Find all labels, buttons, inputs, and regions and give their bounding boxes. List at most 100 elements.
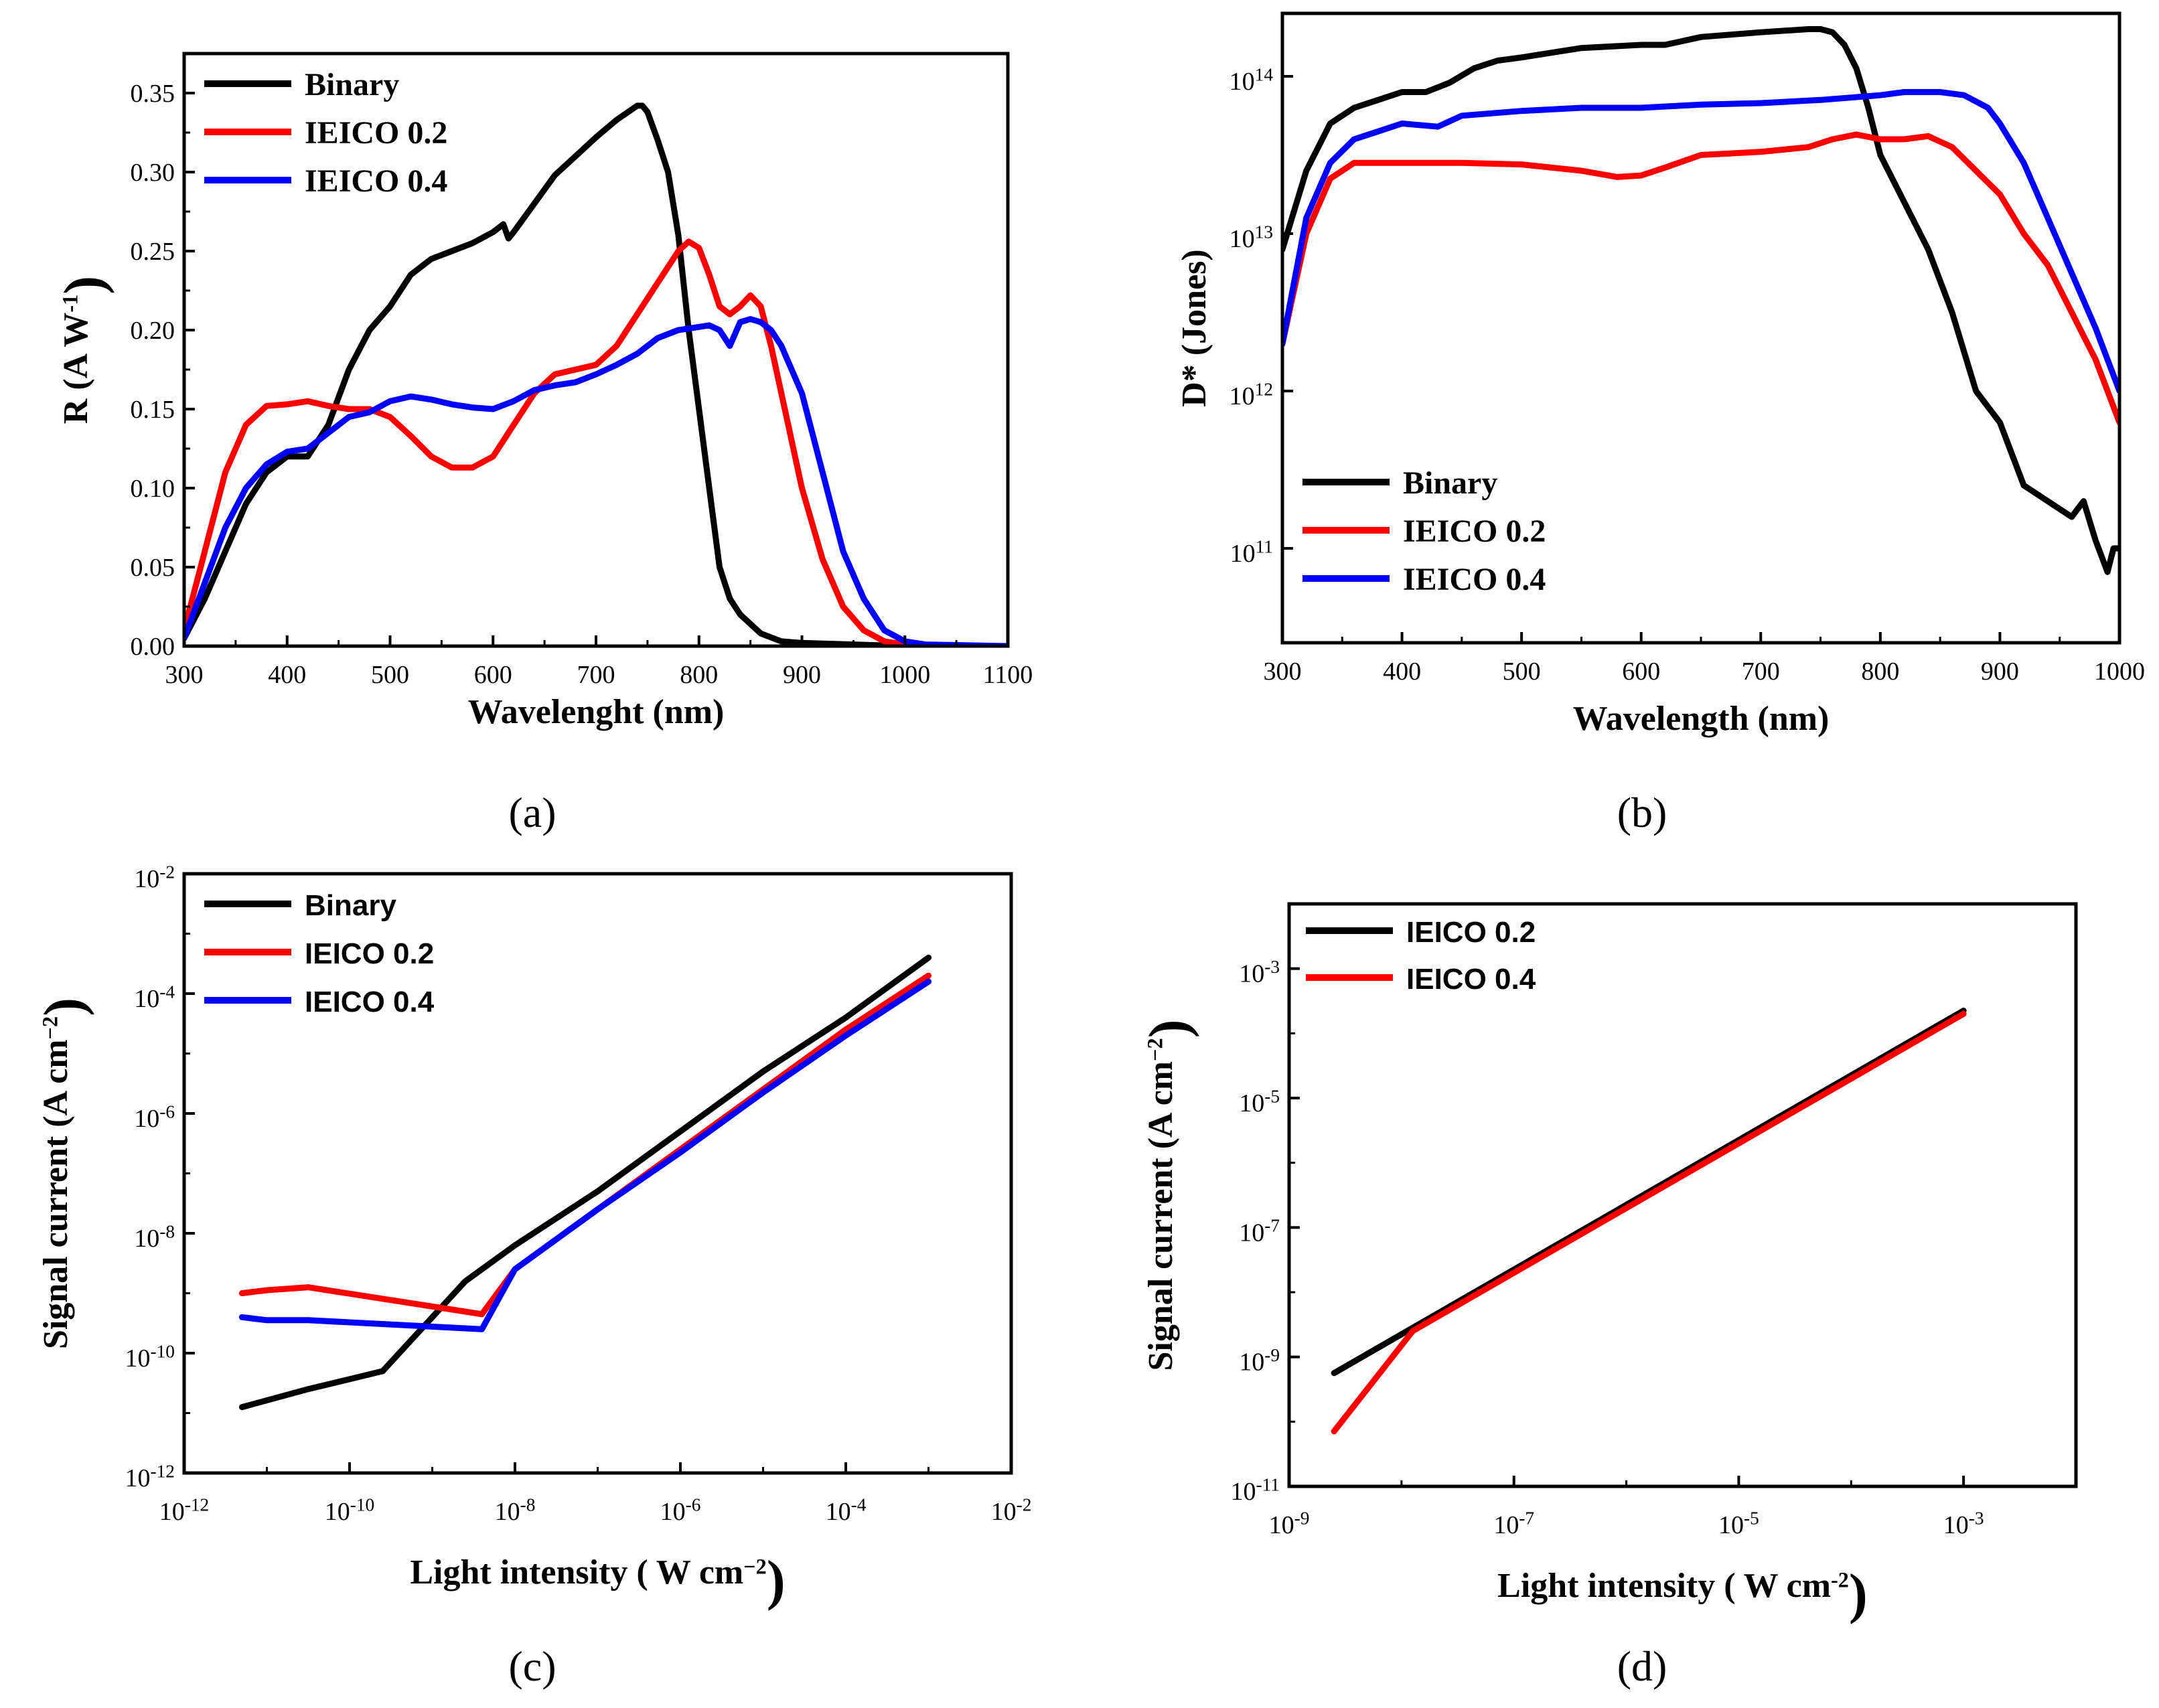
xtick-label-d-0-base: 10 <box>1269 1511 1294 1539</box>
panel-label-a: (a) <box>508 789 556 836</box>
ytick-label-c-2-base: 10 <box>134 1225 159 1253</box>
ytick-label-a-5: 0.25 <box>131 238 175 266</box>
ytick-label-d-4-base: 10 <box>1239 960 1264 988</box>
series-line-a-1 <box>184 238 1008 646</box>
ytick-label-a-3: 0.15 <box>131 396 175 424</box>
xtick-label-c-2: 10-8 <box>495 1494 536 1526</box>
series-line-a-0 <box>184 102 1008 646</box>
xlabel-base: Light intensity ( W cm <box>410 1553 743 1591</box>
ytick-label-b-2-base: 10 <box>1230 225 1255 253</box>
ylabel-c-sup: −2 <box>38 1016 62 1040</box>
xtick-label-c-3-exp: -6 <box>686 1494 701 1515</box>
xtick-label-b-6: 900 <box>1981 657 2019 686</box>
series-line-d-1 <box>1331 1010 1967 1435</box>
ytick-label-c-5: 10-2 <box>134 862 175 893</box>
ylabel-c-base: Signal current (A cm <box>37 1039 75 1349</box>
ytick-label-b-3-exp: 14 <box>1255 64 1274 84</box>
xtick-label-a-4: 700 <box>577 661 615 689</box>
ylabel-group-d: Signal current (A cm−2) <box>1138 1019 1200 1371</box>
xtick-label-c-3-base: 10 <box>660 1498 686 1526</box>
xtick-label-c-0-exp: -12 <box>185 1494 209 1515</box>
legend-label-c-2: IEICO 0.4 <box>305 986 435 1018</box>
ytick-label-d-2: 10-7 <box>1239 1216 1280 1247</box>
xtick-label-c-2-exp: -8 <box>520 1494 536 1515</box>
series-line-b-2 <box>1282 89 2119 394</box>
ytick-label-b-0-exp: 11 <box>1256 536 1273 556</box>
ytick-label-c-3-exp: -6 <box>159 1101 175 1121</box>
ytick-label-a-1: 0.05 <box>131 554 175 582</box>
legend-label-b-1: IEICO 0.2 <box>1403 514 1546 549</box>
xtick-label-d-2-exp: -5 <box>1744 1508 1759 1528</box>
ylabel-b: D* (Jones) <box>1175 249 1213 406</box>
ytick-label-d-2-base: 10 <box>1239 1219 1264 1247</box>
xlabel-tail: ) <box>767 1549 786 1612</box>
xlabel-a: Wavelenght (nm) <box>468 693 725 731</box>
xtick-label-a-8: 1100 <box>983 661 1033 689</box>
panel-a: 300 400 500 600 700 800 900 1000 1100 0.00 0.05 0.1… <box>53 52 1033 836</box>
panel-c: 10-12 10-10 10-8 10-6 10-4 10-210-1210-1010-8… <box>33 862 1031 1690</box>
ytick-label-d-0-exp: -11 <box>1256 1474 1280 1494</box>
xtick-label-b-2: 500 <box>1503 657 1541 686</box>
xtick-label-b-3: 600 <box>1622 657 1660 686</box>
ytick-label-c-3-base: 10 <box>134 1105 159 1133</box>
panel-b: 300 400 500 600 700 800 900 1000101110121013101… <box>1175 11 2145 836</box>
ytick-label-d-3-exp: -5 <box>1264 1086 1280 1106</box>
ytick-label-a-7: 0.35 <box>131 80 175 108</box>
ytick-label-d-3-base: 10 <box>1239 1089 1264 1117</box>
xtick-label-d-3: 10-3 <box>1943 1508 1984 1539</box>
legend-label-a-2: IEICO 0.4 <box>305 163 447 199</box>
ytick-label-d-2-exp: -7 <box>1264 1216 1280 1236</box>
ytick-label-c-4: 10-4 <box>134 982 175 1013</box>
ytick-label-c-5-exp: -2 <box>159 862 175 882</box>
xtick-label-a-5: 800 <box>680 661 718 689</box>
ytick-label-b-3-base: 10 <box>1230 68 1255 96</box>
xtick-label-b-1: 400 <box>1383 657 1421 686</box>
ytick-label-c-0: 10-12 <box>125 1461 175 1492</box>
ytick-label-c-0-exp: -12 <box>151 1461 175 1481</box>
ylabel-a-sup: -1 <box>58 295 82 313</box>
ytick-label-d-1-base: 10 <box>1239 1348 1264 1377</box>
ylabel-group-a: R (A W-1) <box>53 276 115 424</box>
xtick-label-b-7: 1000 <box>2094 657 2145 686</box>
ylabel-c: Signal current (A cm−2) <box>33 998 95 1349</box>
xtick-label-d-0: 10-9 <box>1269 1508 1310 1539</box>
ytick-label-a-2: 0.10 <box>131 475 175 503</box>
ylabel-c-tail: ) <box>33 998 95 1016</box>
ylabel-a: R (A W-1) <box>53 276 115 424</box>
xlabel-base: Light intensity ( W cm <box>1497 1567 1831 1605</box>
xtick-label-d-2-base: 10 <box>1718 1511 1744 1539</box>
panel-label-d: (d) <box>1617 1642 1667 1690</box>
xtick-label-c-1: 10-10 <box>325 1494 374 1526</box>
ytick-label-c-0-base: 10 <box>125 1464 151 1492</box>
series-line-b-1 <box>1282 131 2119 426</box>
xtick-label-d-3-exp: -3 <box>1969 1508 1984 1528</box>
xtick-label-d-1: 10-7 <box>1493 1508 1534 1539</box>
ylabel-d: Signal current (A cm−2) <box>1138 1019 1200 1371</box>
xlabel-tail: ) <box>1849 1563 1868 1625</box>
ytick-label-d-1-exp: -9 <box>1264 1345 1280 1365</box>
xtick-label-c-4: 10-4 <box>826 1494 867 1526</box>
legend-label-b-0: Binary <box>1403 465 1497 501</box>
ytick-label-d-1: 10-9 <box>1239 1345 1280 1377</box>
ytick-label-b-0-base: 10 <box>1230 540 1256 568</box>
xtick-label-b-4: 700 <box>1742 657 1780 686</box>
xtick-label-a-7: 1000 <box>879 661 930 689</box>
panel-d: 10-9 10-7 10-5 10-310-1110-910-710-510-3Lig… <box>1138 902 2078 1690</box>
ylabel-a-base: R (A W <box>57 313 95 424</box>
xtick-label-a-2: 500 <box>371 661 409 689</box>
ytick-label-d-3: 10-5 <box>1239 1086 1280 1117</box>
ylabel-group-b: D* (Jones) <box>1175 249 1213 406</box>
xtick-label-c-2-base: 10 <box>495 1498 520 1526</box>
xtick-label-c-5-base: 10 <box>991 1498 1017 1526</box>
legend-label-d-0: IEICO 0.2 <box>1406 916 1536 949</box>
ytick-label-b-2: 1013 <box>1230 222 1273 253</box>
ylabel-group-c: Signal current (A cm−2) <box>33 998 95 1349</box>
xtick-label-d-3-base: 10 <box>1943 1511 1969 1539</box>
xlabel-sup: −2 <box>743 1554 767 1578</box>
xtick-label-c-4-base: 10 <box>826 1498 851 1526</box>
series-line-b-0 <box>1282 26 2119 575</box>
xlabel-b: Wavelength (nm) <box>1573 700 1830 738</box>
xtick-label-c-0: 10-12 <box>159 1494 209 1526</box>
xlabel-c: Light intensity ( W cm−2) <box>410 1549 785 1612</box>
xlabel-d: Light intensity ( W cm-2) <box>1497 1563 1868 1625</box>
